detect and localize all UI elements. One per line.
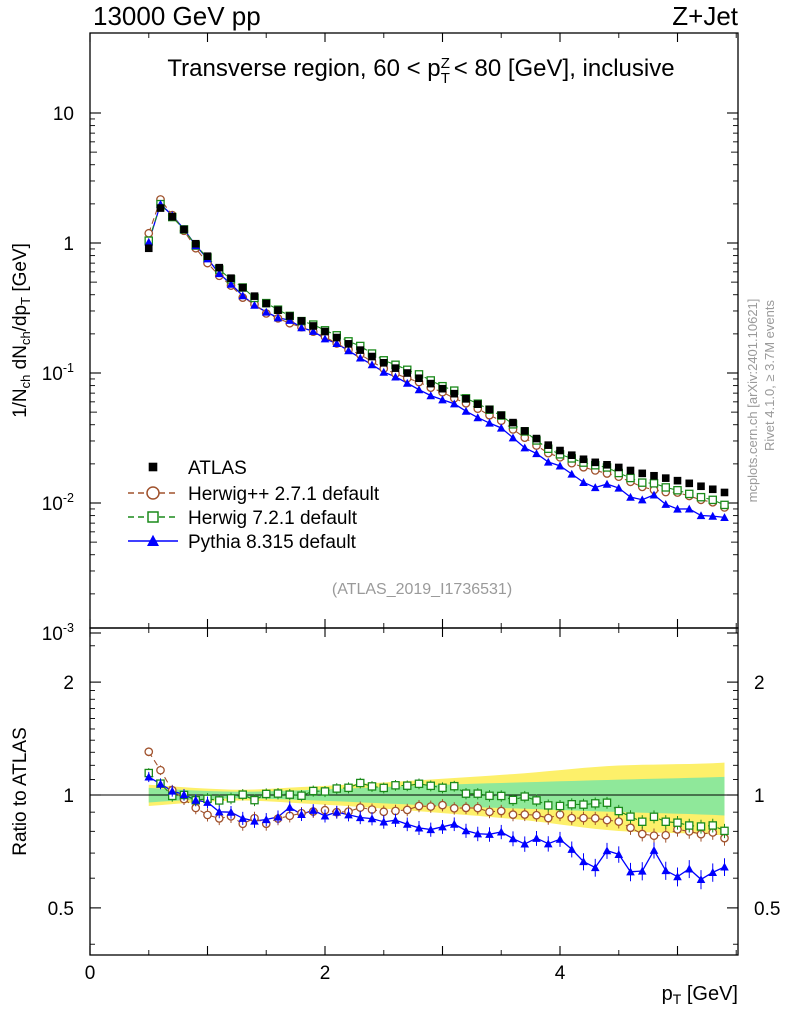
svg-text:mcplots.cern.ch [arXiv:2401.10: mcplots.cern.ch [arXiv:2401.10621] <box>745 299 760 503</box>
svg-text:1: 1 <box>63 234 74 255</box>
svg-text:Herwig 7.2.1 default: Herwig 7.2.1 default <box>188 508 358 529</box>
svg-text:2: 2 <box>754 673 765 694</box>
svg-text:4: 4 <box>555 963 566 984</box>
svg-text:1: 1 <box>63 786 74 807</box>
svg-text:1/Nch dNch/dpT [GeV]: 1/Nch dNch/dpT [GeV] <box>10 243 33 418</box>
svg-text:Pythia 8.315 default: Pythia 8.315 default <box>188 532 357 553</box>
svg-text:Herwig++ 2.7.1 default: Herwig++ 2.7.1 default <box>188 484 380 505</box>
svg-text:Z+Jet: Z+Jet <box>672 1 739 31</box>
svg-text:0: 0 <box>85 963 96 984</box>
svg-text:Ratio to ATLAS: Ratio to ATLAS <box>10 727 31 856</box>
svg-text:13000 GeV pp: 13000 GeV pp <box>93 1 261 31</box>
svg-text:0.5: 0.5 <box>48 899 74 920</box>
svg-text:ATLAS: ATLAS <box>188 458 247 479</box>
svg-text:0.5: 0.5 <box>754 899 780 920</box>
svg-text:Transverse region, 60 < p: Transverse region, 60 < p <box>167 55 440 82</box>
svg-text:T: T <box>441 70 450 87</box>
svg-text:2: 2 <box>320 963 331 984</box>
svg-text:2: 2 <box>63 673 74 694</box>
svg-text:1: 1 <box>754 786 765 807</box>
svg-text:10: 10 <box>53 104 74 125</box>
svg-text:(ATLAS_2019_I1736531): (ATLAS_2019_I1736531) <box>332 581 512 598</box>
svg-text:Rivet 4.1.0, ≥ 3.7M events: Rivet 4.1.0, ≥ 3.7M events <box>762 300 777 451</box>
svg-text:< 80 [GeV], inclusive: < 80 [GeV], inclusive <box>454 55 675 82</box>
